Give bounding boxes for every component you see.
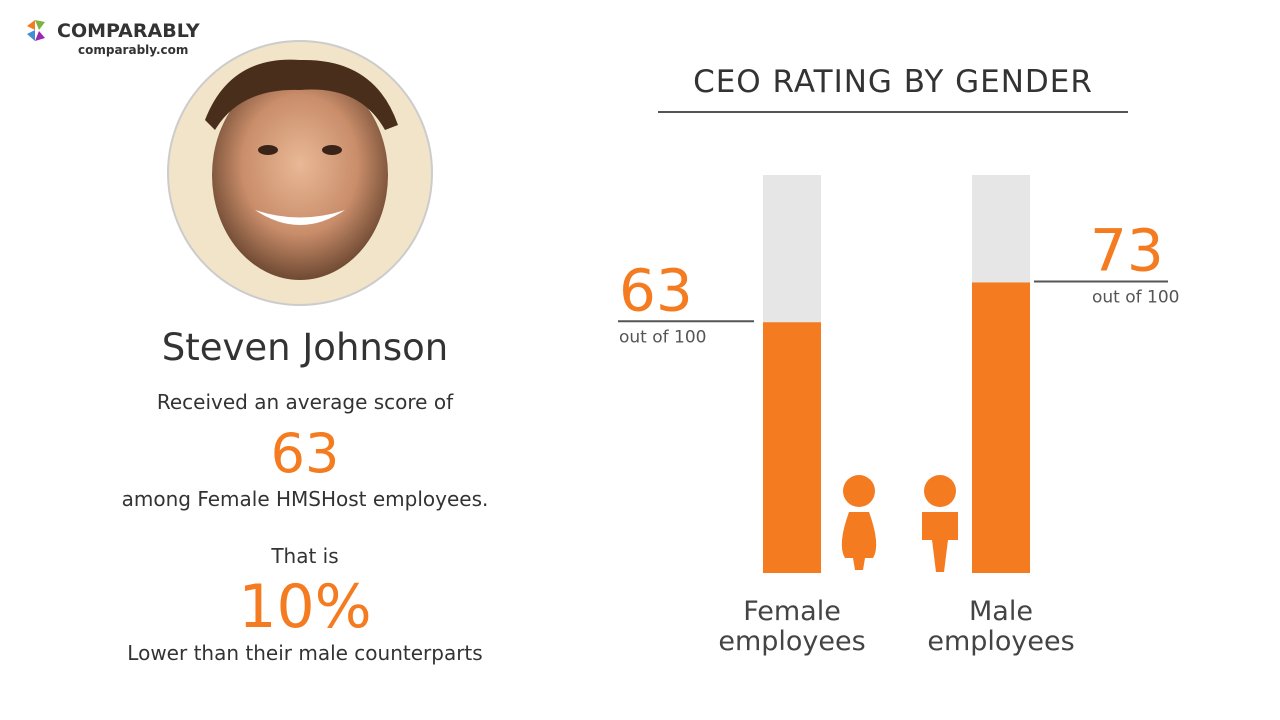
chart-title: CEO RATING BY GENDER (693, 64, 1093, 100)
difference: 10% (238, 572, 372, 642)
logo-icon (27, 20, 45, 41)
intro-text: Received an average score of (156, 390, 454, 414)
value-label: 73 (1090, 216, 1164, 284)
brand-site: comparably.com (78, 43, 188, 57)
profile-name: Steven Johnson (161, 326, 449, 369)
profile-photo (167, 40, 433, 306)
value-suffix: out of 100 (619, 327, 706, 347)
person-icon (922, 475, 958, 572)
bar (763, 322, 821, 573)
bar (972, 282, 1030, 573)
group-text: among Female HMSHost employees. (121, 487, 489, 511)
brand-name: COMPARABLY (57, 20, 200, 42)
that-is: That is (271, 544, 339, 568)
score: 63 (270, 422, 340, 485)
category-label: Male employees (927, 596, 1075, 657)
person-icon (841, 475, 877, 570)
category-label: Female employees (718, 596, 866, 657)
value-suffix: out of 100 (1092, 287, 1179, 307)
comparison-text: Lower than their male counterparts (127, 641, 483, 665)
value-label: 63 (619, 256, 693, 324)
